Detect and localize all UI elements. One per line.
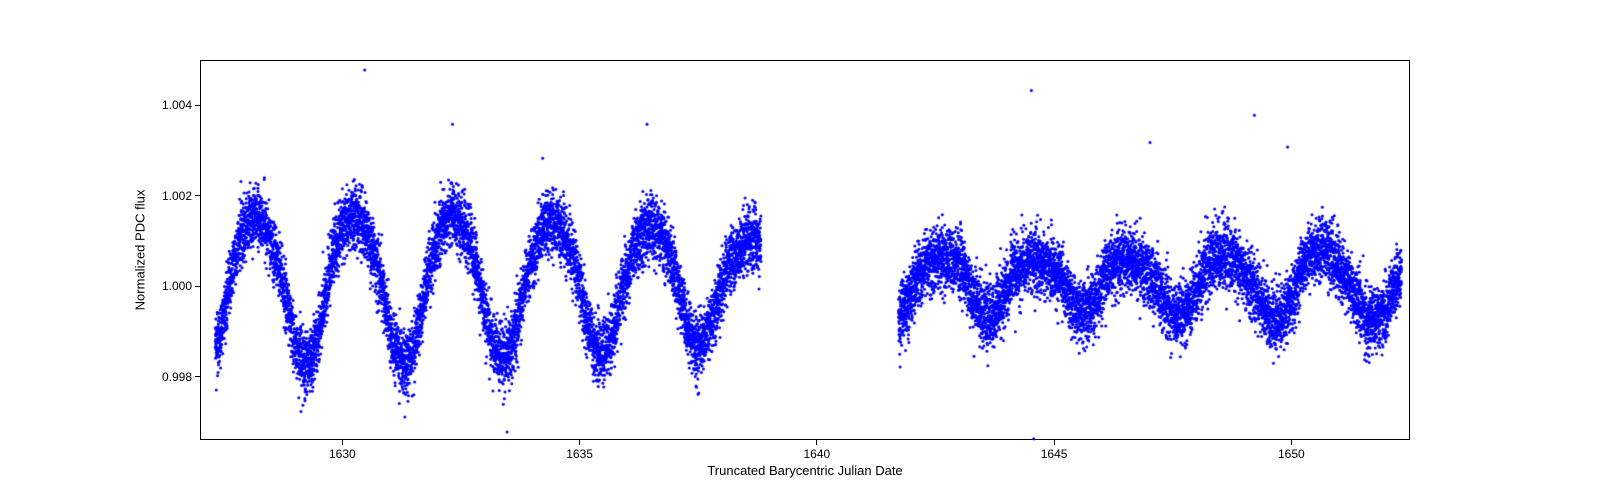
y-tick-label: 1.000 xyxy=(162,279,192,293)
x-axis-label: Truncated Barycentric Julian Date xyxy=(707,463,902,478)
y-tick-label: 1.002 xyxy=(162,189,192,203)
y-tick xyxy=(195,286,200,287)
figure: 1630 1635 1640 1645 1650 0.998 1.000 1.002 1.00… xyxy=(0,0,1600,500)
y-tick xyxy=(195,376,200,377)
x-tick xyxy=(816,440,817,445)
x-tick-label: 1635 xyxy=(566,447,593,461)
scatter-canvas xyxy=(201,61,1411,441)
x-tick-label: 1640 xyxy=(804,447,831,461)
y-tick xyxy=(195,195,200,196)
y-axis-label: Normalized PDC flux xyxy=(133,190,148,311)
x-tick xyxy=(1291,440,1292,445)
x-tick xyxy=(342,440,343,445)
x-tick-label: 1630 xyxy=(329,447,356,461)
y-tick-label: 0.998 xyxy=(162,370,192,384)
x-tick xyxy=(1054,440,1055,445)
plot-area xyxy=(200,60,1410,440)
y-tick xyxy=(195,105,200,106)
y-tick-label: 1.004 xyxy=(162,98,192,112)
x-tick-label: 1650 xyxy=(1278,447,1305,461)
x-tick-label: 1645 xyxy=(1041,447,1068,461)
x-tick xyxy=(579,440,580,445)
